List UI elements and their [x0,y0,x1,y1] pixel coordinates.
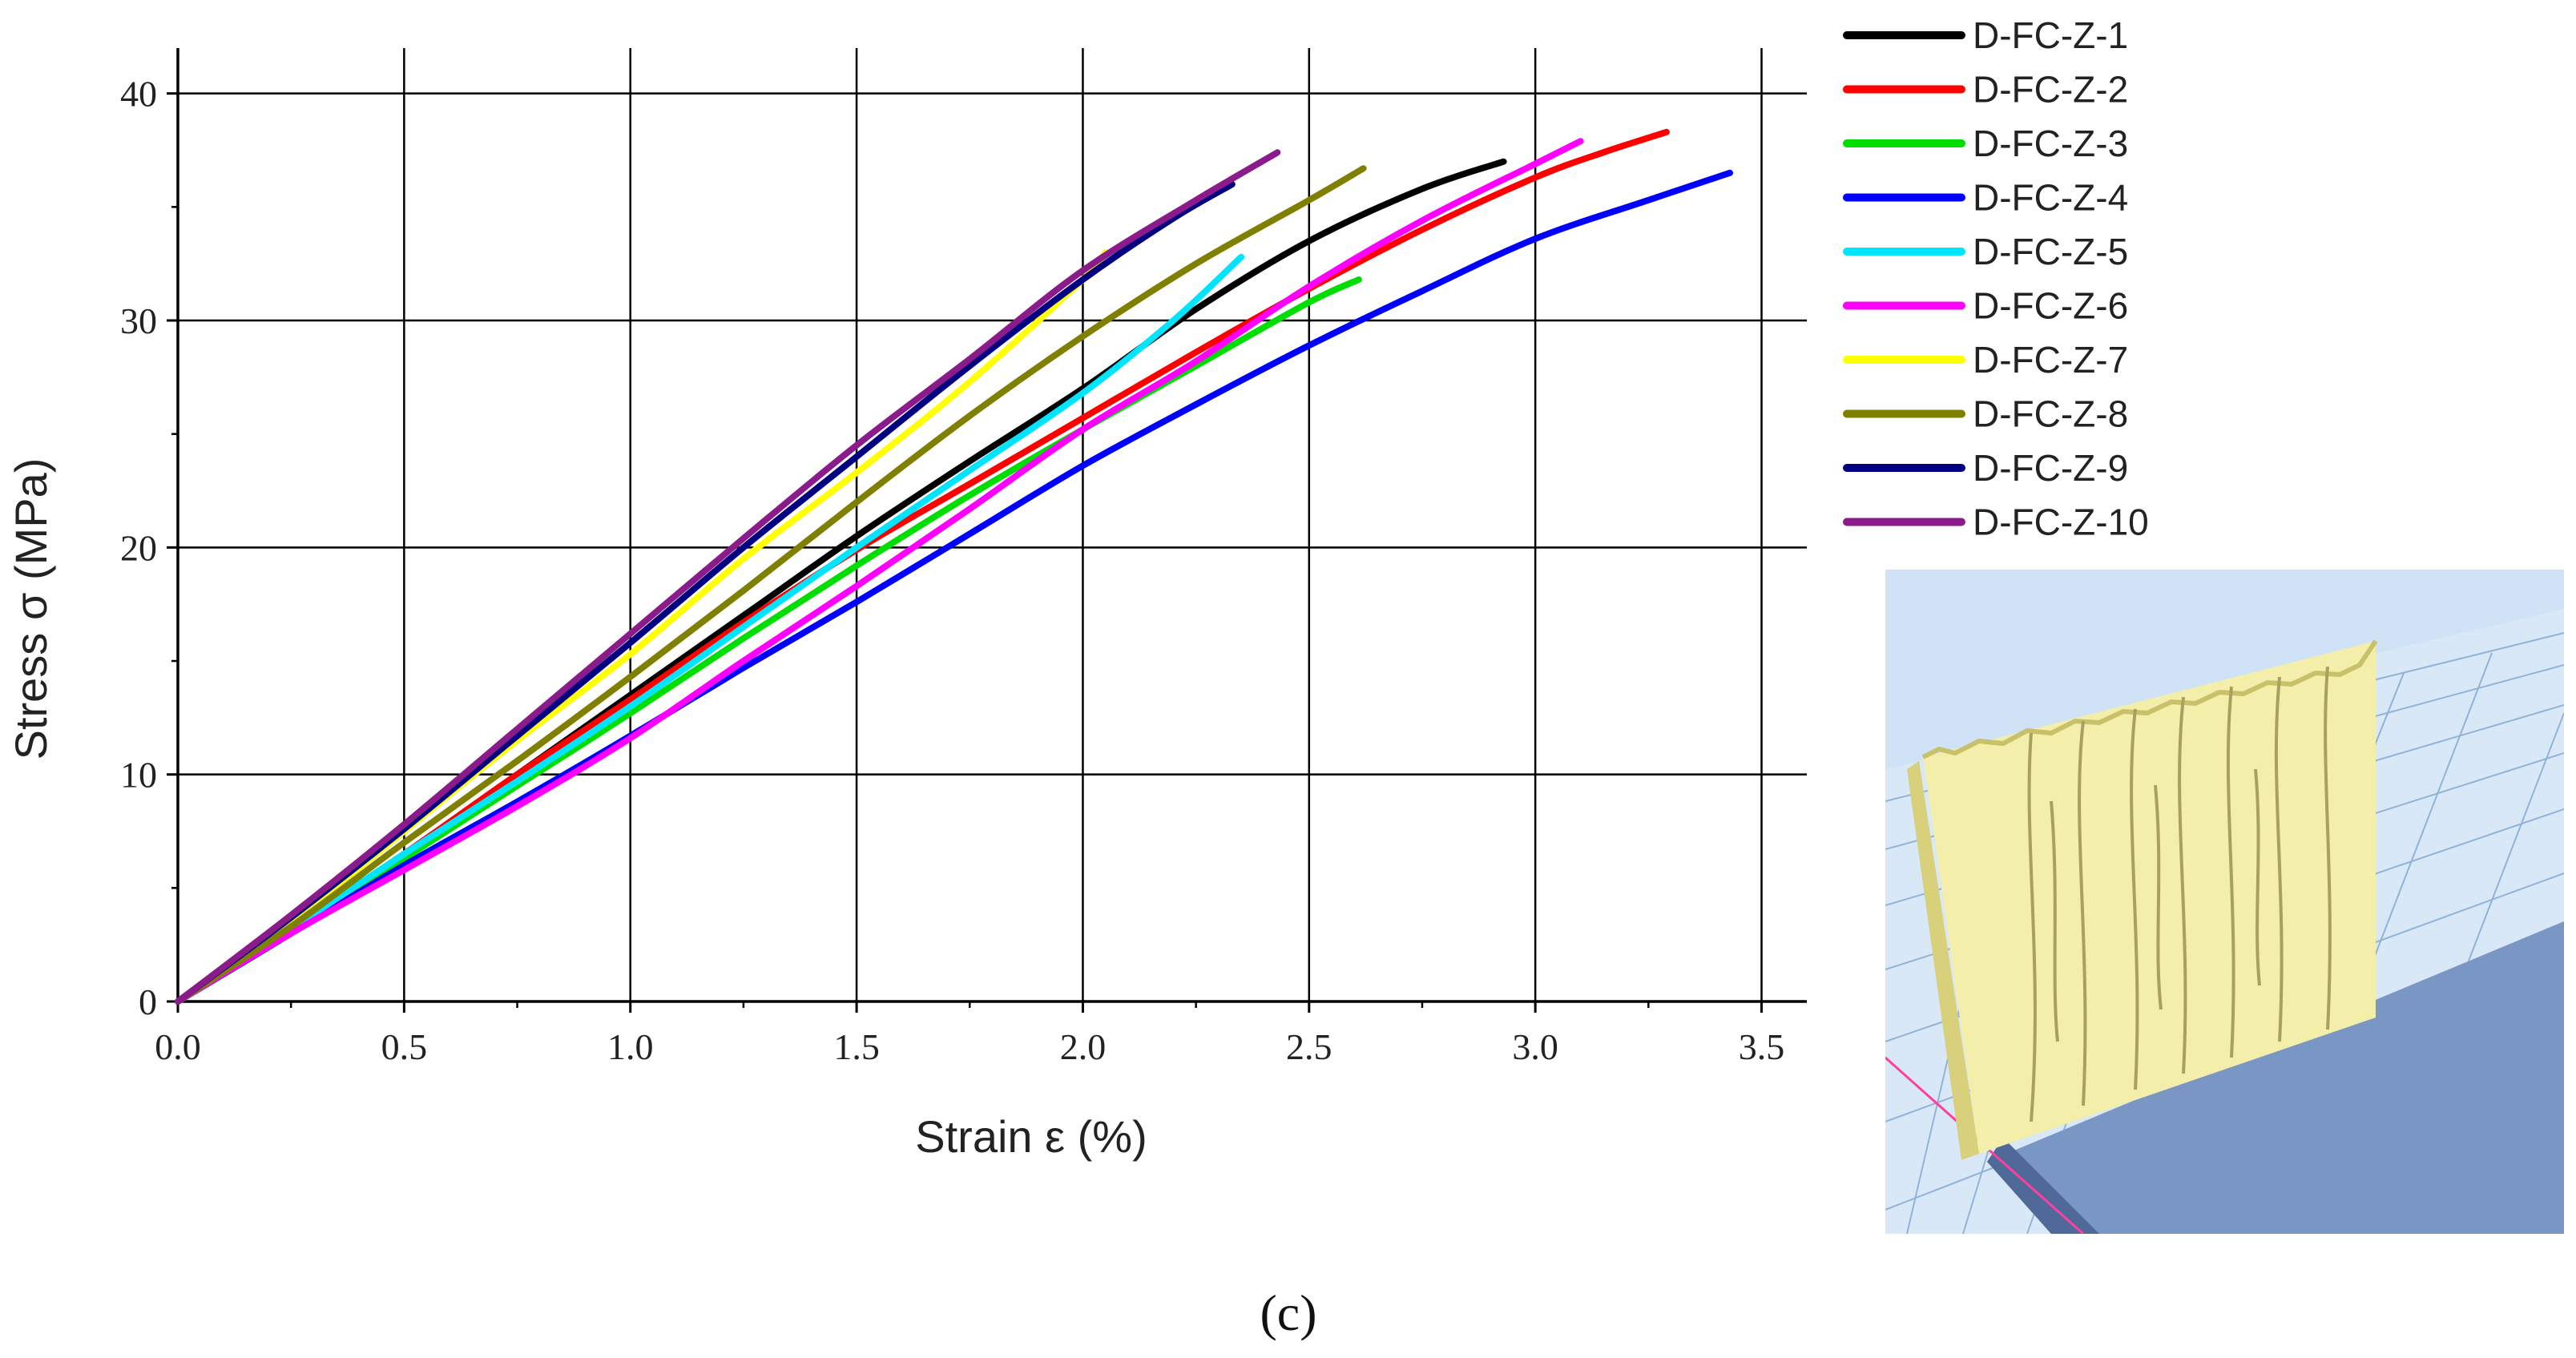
y-tick-label: 0 [139,981,157,1022]
legend-label-d-fc-z-6: D-FC-Z-6 [1973,285,2128,327]
x-tick-label: 1.0 [607,1026,654,1067]
series-line-d-fc-z-6 [175,138,1584,1005]
legend-label-d-fc-z-9: D-FC-Z-9 [1973,447,2128,489]
plot-series [175,128,1733,1005]
x-tick-label: 3.5 [1739,1026,1785,1067]
series-line-d-fc-z-5 [175,253,1245,1005]
legend-label-d-fc-z-3: D-FC-Z-3 [1973,123,2128,164]
x-tick-label: 2.0 [1060,1026,1107,1067]
y-tick-label: 20 [120,527,157,568]
y-tick-label: 40 [120,74,157,115]
x-tick-label: 0.5 [381,1026,428,1067]
y-tick-label: 10 [120,755,157,796]
x-tick-label: 1.5 [833,1026,880,1067]
legend-label-d-fc-z-7: D-FC-Z-7 [1973,339,2128,381]
y-axis-title: Stress σ (MPa) [6,458,56,760]
figure-caption: (c) [1260,1284,1316,1341]
axis-tick-labels: 0.0 0.5 1.0 1.5 2.0 2.5 3.0 3.5 0 10 20 30 40 [120,74,1784,1067]
x-tick-label: 0.0 [155,1026,201,1067]
plot-grid [178,48,1807,1001]
legend-label-d-fc-z-8: D-FC-Z-8 [1973,393,2128,435]
x-tick-label: 3.0 [1512,1026,1558,1067]
specimen-3d-inset-image [1885,570,2564,1234]
legend-label-d-fc-z-4: D-FC-Z-4 [1973,177,2128,219]
y-tick-label: 30 [120,300,157,341]
series-line-d-fc-z-3 [175,276,1362,1005]
series-line-d-fc-z-8 [175,165,1367,1005]
x-tick-label: 2.5 [1286,1026,1332,1067]
legend-label-d-fc-z-10: D-FC-Z-10 [1973,502,2149,543]
legend-label-d-fc-z-5: D-FC-Z-5 [1973,231,2128,272]
x-axis-title: Strain ε (%) [915,1111,1147,1162]
series-line-d-fc-z-10 [175,149,1281,1005]
chart-legend: D-FC-Z-1 D-FC-Z-2 D-FC-Z-3 D-FC-Z-4 D-FC-Z-5… [1843,14,2149,543]
legend-label-d-fc-z-2: D-FC-Z-2 [1973,69,2128,111]
legend-label-d-fc-z-1: D-FC-Z-1 [1973,14,2128,56]
series-line-d-fc-z-4 [175,169,1733,1005]
